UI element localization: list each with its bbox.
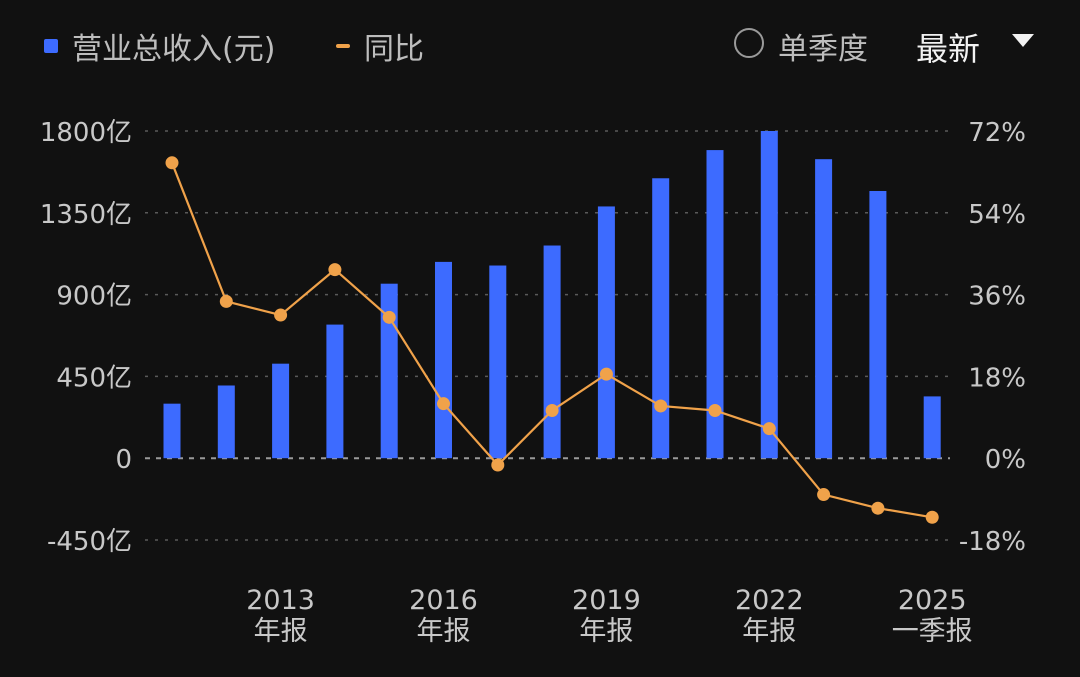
right-tick-label: 72% xyxy=(968,118,1026,148)
left-tick-label: 900亿 xyxy=(56,282,132,312)
revenue-bar[interactable] xyxy=(163,403,181,459)
yoy-point[interactable] xyxy=(165,156,179,170)
revenue-bar[interactable] xyxy=(435,261,452,459)
revenue-bar[interactable] xyxy=(815,159,833,459)
revenue-bar[interactable] xyxy=(543,245,561,459)
yoy-point[interactable] xyxy=(762,422,776,436)
revenue-bar[interactable] xyxy=(652,178,670,459)
x-tick-year: 2013 xyxy=(246,585,315,616)
revenue-bar[interactable] xyxy=(706,150,724,459)
x-tick-period: 年报 xyxy=(254,616,308,647)
yoy-point[interactable] xyxy=(708,403,722,417)
yoy-point[interactable] xyxy=(599,367,613,381)
x-tick-year: 2022 xyxy=(735,585,804,616)
right-tick-label: 0% xyxy=(985,445,1026,475)
yoy-point[interactable] xyxy=(817,488,831,502)
caret-down-icon[interactable] xyxy=(1012,34,1034,47)
quarterly-label[interactable]: 单季度 xyxy=(778,32,868,67)
revenue-bar[interactable] xyxy=(217,385,235,459)
legend-bar: 营业总收入(元) 同比 单季度 最新 xyxy=(0,0,1080,90)
yoy-point[interactable] xyxy=(654,399,668,413)
revenue-bar[interactable] xyxy=(380,283,398,459)
left-tick-label: 1350亿 xyxy=(40,200,132,230)
yoy-point[interactable] xyxy=(437,397,450,411)
legend-yoy[interactable]: 同比 xyxy=(336,24,424,68)
legend-revenue[interactable]: 营业总收入(元) xyxy=(44,24,275,68)
x-tick-period: 年报 xyxy=(417,616,471,647)
yoy-point[interactable] xyxy=(545,403,559,417)
yoy-point[interactable] xyxy=(219,294,233,308)
x-tick-year: 2016 xyxy=(409,585,478,616)
left-tick-label: -450亿 xyxy=(47,527,132,557)
yoy-point[interactable] xyxy=(274,308,288,322)
revenue-bar[interactable] xyxy=(760,131,778,459)
x-tick-period: 年报 xyxy=(579,616,633,647)
revenue-bar[interactable] xyxy=(326,324,344,459)
left-tick-label: 1800亿 xyxy=(40,118,132,148)
quarterly-radio[interactable] xyxy=(734,28,764,58)
revenue-bar[interactable] xyxy=(489,265,507,459)
yoy-point[interactable] xyxy=(328,263,342,277)
right-tick-label: -18% xyxy=(959,527,1026,557)
line-swatch-icon xyxy=(336,44,350,48)
left-tick-label: 0 xyxy=(115,445,132,475)
x-tick-year: 2019 xyxy=(572,585,641,616)
bar-swatch-icon xyxy=(44,39,58,53)
yoy-point[interactable] xyxy=(491,458,505,472)
legend-yoy-label: 同比 xyxy=(364,32,424,67)
right-tick-label: 18% xyxy=(968,363,1026,393)
left-tick-label: 450亿 xyxy=(56,363,132,393)
yoy-point[interactable] xyxy=(382,310,396,324)
right-tick-label: 36% xyxy=(968,282,1026,312)
yoy-point[interactable] xyxy=(925,510,939,524)
x-tick-period: 一季报 xyxy=(892,616,973,647)
yoy-point[interactable] xyxy=(871,501,885,515)
revenue-bar[interactable] xyxy=(869,190,887,459)
revenue-bar[interactable] xyxy=(597,206,615,459)
x-tick-year: 2025 xyxy=(898,585,967,616)
right-tick-label: 54% xyxy=(968,200,1026,230)
period-select[interactable]: 最新 xyxy=(916,30,981,68)
legend-revenue-label: 营业总收入(元) xyxy=(72,32,276,67)
x-tick-period: 年报 xyxy=(742,616,796,647)
revenue-bar[interactable] xyxy=(272,363,290,459)
revenue-bar[interactable] xyxy=(923,396,941,459)
